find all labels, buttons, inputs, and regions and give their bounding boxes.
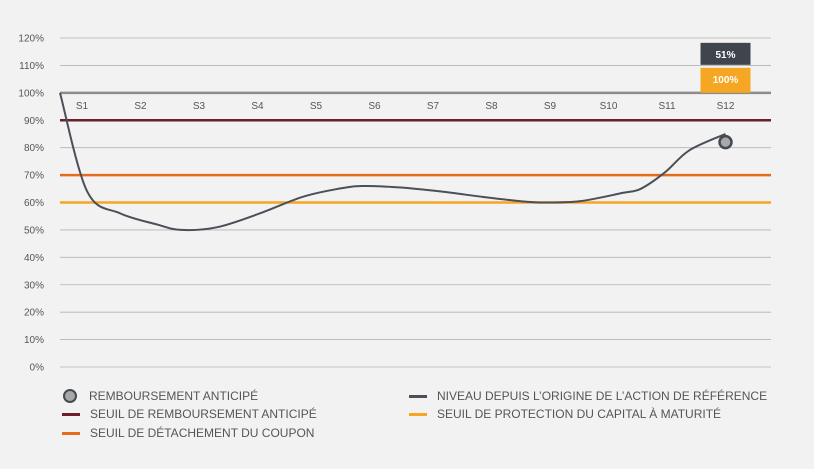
x-tick-label: S4 bbox=[251, 101, 264, 112]
y-tick-label: 100% bbox=[18, 88, 44, 99]
y-tick-label: 30% bbox=[24, 280, 44, 291]
y-tick-label: 120% bbox=[18, 34, 44, 45]
y-tick-label: 60% bbox=[24, 198, 44, 209]
chart: 120% 110% 100% 90% 80% 70% 60% 50% 40% 30% 20% 10% 0… bbox=[18, 34, 771, 374]
annotation-label: 100% bbox=[713, 75, 739, 86]
series-line-0 bbox=[59, 92, 726, 232]
legend-item-early-redemption: REMBOURSEMENT ANTICIPÉ bbox=[62, 389, 258, 403]
x-tick-label: S12 bbox=[717, 101, 735, 112]
y-tick-label: 10% bbox=[24, 335, 44, 346]
early-redemption-marker bbox=[718, 134, 733, 150]
protection-swatch bbox=[409, 412, 427, 416]
level-line-swatch bbox=[409, 394, 427, 398]
annotation-label: 51% bbox=[715, 50, 735, 61]
x-tick-label: S7 bbox=[427, 101, 440, 112]
y-tick-label: 50% bbox=[24, 225, 44, 236]
legend-item-level: NIVEAU DEPUIS L’ORIGINE DE L’ACTION DE R… bbox=[409, 389, 767, 403]
y-tick-label: 40% bbox=[24, 253, 44, 264]
x-tick-label: S2 bbox=[134, 101, 147, 112]
legend-label-protection: SEUIL DE PROTECTION DU CAPITAL À MATURIT… bbox=[437, 407, 722, 421]
early-threshold-swatch bbox=[62, 412, 80, 416]
x-tick-label: S1 bbox=[76, 101, 89, 112]
x-tick-label: S6 bbox=[368, 101, 381, 112]
legend-label-level: NIVEAU DEPUIS L’ORIGINE DE L’ACTION DE R… bbox=[437, 389, 768, 403]
y-tick-label: 70% bbox=[24, 171, 44, 182]
x-tick-label: S10 bbox=[600, 101, 618, 112]
x-tick-label: S9 bbox=[544, 101, 557, 112]
marker-dot-icon bbox=[63, 389, 77, 403]
x-tick-label: S5 bbox=[310, 101, 323, 112]
legend-item-early-threshold: SEUIL DE REMBOURSEMENT ANTICIPÉ bbox=[62, 407, 317, 421]
x-tick-label: S11 bbox=[658, 101, 675, 112]
legend-label-early-threshold: SEUIL DE REMBOURSEMENT ANTICIPÉ bbox=[90, 407, 317, 421]
legend-item-coupon: SEUIL DE DÉTACHEMENT DU COUPON bbox=[62, 426, 314, 440]
legend-item-protection: SEUIL DE PROTECTION DU CAPITAL À MATURIT… bbox=[409, 407, 721, 421]
y-tick-label: 110% bbox=[19, 61, 44, 72]
x-tick-label: S8 bbox=[485, 101, 498, 112]
y-tick-label: 90% bbox=[24, 116, 44, 127]
x-tick-label: S3 bbox=[193, 101, 206, 112]
y-tick-label: 80% bbox=[24, 143, 44, 154]
y-tick-label: 20% bbox=[24, 308, 44, 319]
annotation-cell-0 bbox=[700, 42, 751, 65]
legend-label-early-redemption: REMBOURSEMENT ANTICIPÉ bbox=[89, 389, 259, 403]
legend-label-coupon: SEUIL DE DÉTACHEMENT DU COUPON bbox=[90, 426, 315, 440]
coupon-swatch bbox=[62, 431, 80, 435]
annotation-cell-1 bbox=[700, 67, 751, 93]
y-tick-label: 0% bbox=[30, 363, 45, 374]
